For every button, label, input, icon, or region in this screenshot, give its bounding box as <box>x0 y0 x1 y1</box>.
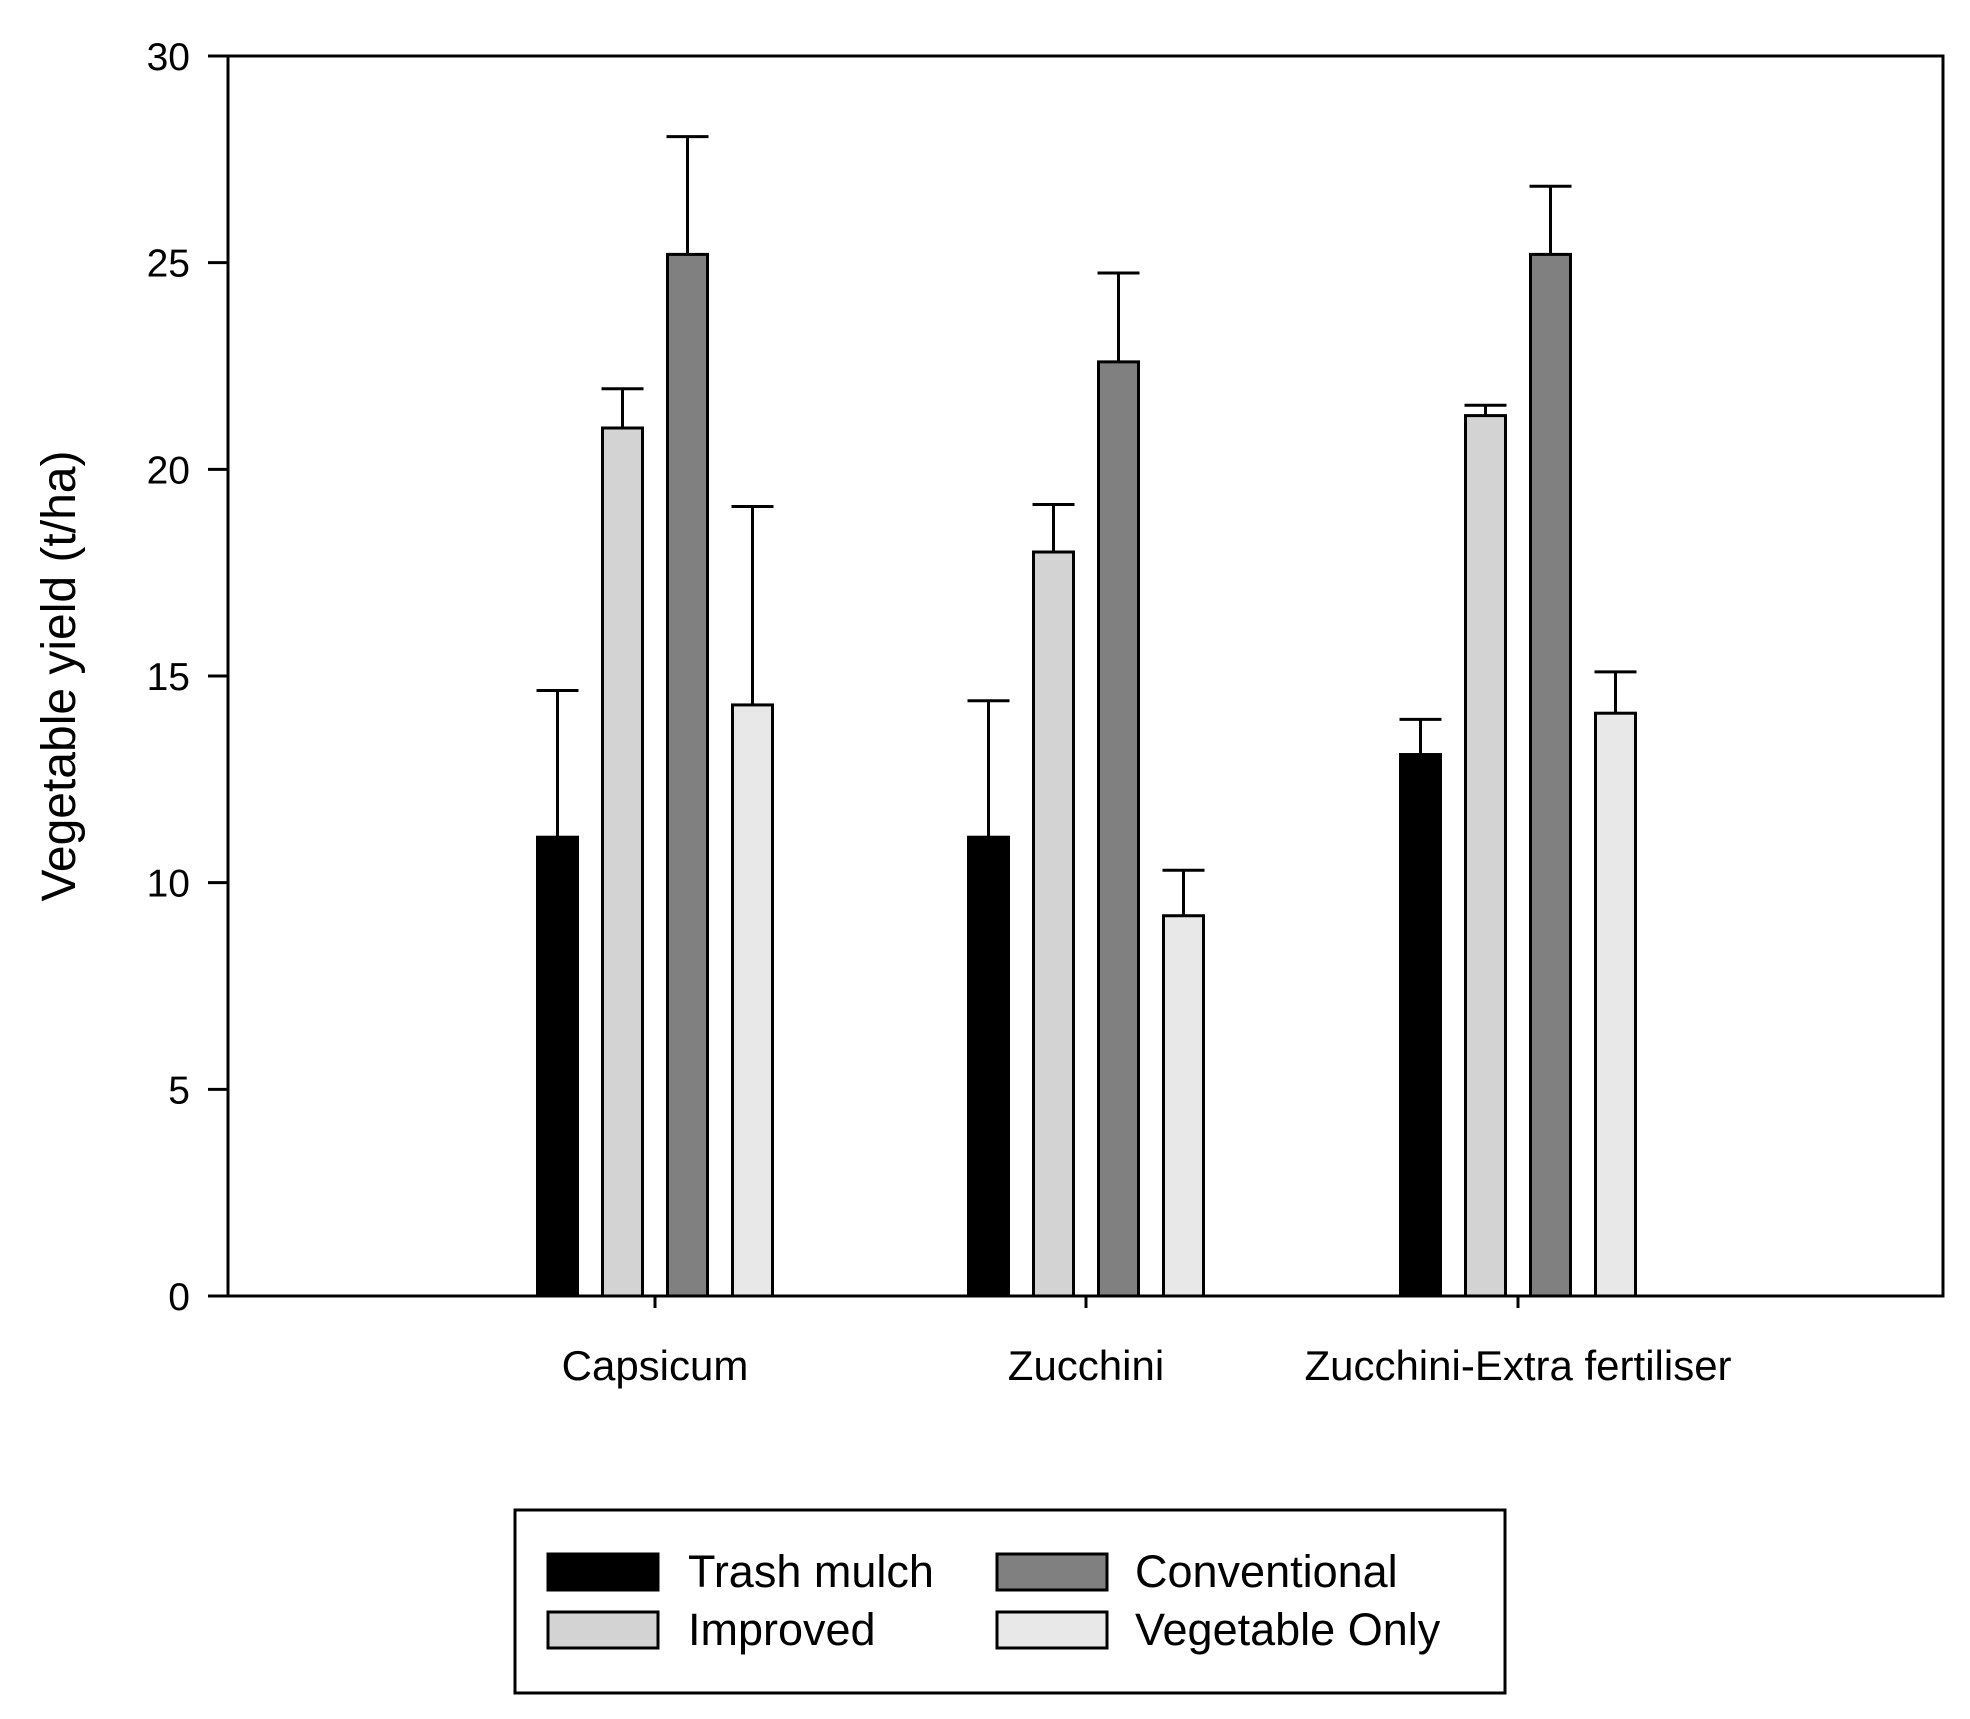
y-tick-label: 25 <box>147 243 190 286</box>
bar <box>1399 753 1442 1298</box>
x-category-label: Capsicum <box>562 1342 749 1389</box>
bar <box>1097 360 1140 1298</box>
y-axis-label: Vegetable yield (t/ha) <box>33 451 86 902</box>
bar <box>1594 711 1637 1298</box>
legend: Trash mulch Improved Conventional Vegetable… <box>513 1508 1507 1695</box>
y-tick-label: 30 <box>147 36 190 79</box>
bar-groups <box>536 135 1637 1298</box>
y-tick-label: 5 <box>168 1069 190 1112</box>
bar-group <box>536 135 774 1298</box>
bar <box>666 252 709 1298</box>
y-tick-label: 10 <box>147 863 190 906</box>
x-axis-ticks: Capsicum Zucchini Zucchini-Extra fertilise… <box>562 1296 1732 1389</box>
bar <box>1032 550 1075 1298</box>
bar-group <box>1399 184 1637 1298</box>
bar-group <box>967 271 1205 1298</box>
legend-swatch <box>546 1610 660 1650</box>
legend-label: Conventional <box>1135 1546 1398 1597</box>
plot-area <box>226 54 1945 1298</box>
bar <box>1464 414 1507 1298</box>
x-category-label: Zucchini-Extra fertiliser <box>1304 1342 1731 1389</box>
legend-swatch <box>546 1552 660 1592</box>
x-category-label: Zucchini <box>1008 1342 1164 1389</box>
plot-frame <box>226 54 1945 1298</box>
y-axis-ticks: 0 5 10 15 20 25 30 <box>147 36 228 1319</box>
legend-swatch <box>995 1610 1109 1650</box>
bar <box>1529 252 1572 1298</box>
y-tick-label: 20 <box>147 449 190 492</box>
bar <box>967 835 1010 1298</box>
y-tick-label: 15 <box>147 656 190 699</box>
legend-label: Vegetable Only <box>1135 1604 1441 1655</box>
legend-label: Improved <box>688 1604 876 1655</box>
bar <box>731 703 774 1298</box>
bar <box>536 835 579 1298</box>
bar <box>1162 914 1205 1298</box>
legend-label: Trash mulch <box>688 1546 934 1597</box>
y-tick-label: 0 <box>168 1276 190 1319</box>
legend-swatch <box>995 1552 1109 1592</box>
bar <box>601 426 644 1298</box>
legend-box <box>513 1508 1507 1695</box>
